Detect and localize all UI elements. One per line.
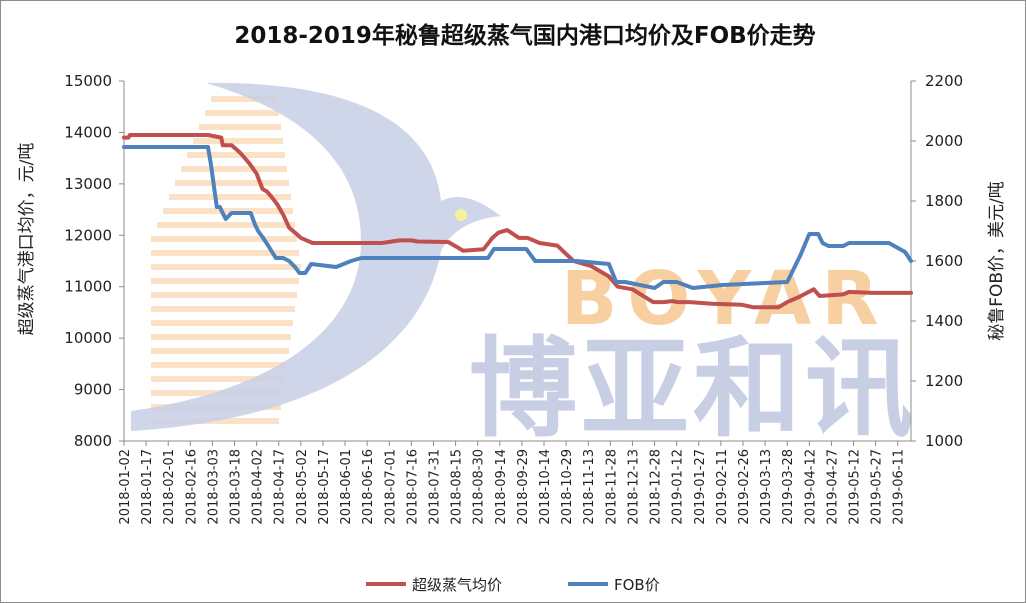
x-tick-label: 2018-07-31: [427, 449, 442, 525]
right-y-tick-label: 1200: [925, 372, 963, 390]
watermark-stripe: [151, 278, 299, 284]
x-tick-label: 2019-04-27: [825, 449, 840, 525]
watermark-stripe: [163, 208, 293, 214]
chart-title: 2018-2019年秘鲁超级蒸气国内港口均价及FOB价走势: [234, 22, 815, 49]
x-tick-label: 2018-10-29: [560, 449, 575, 525]
x-tick-label: 2019-06-11: [892, 449, 907, 525]
x-tick-label: 2018-08-30: [472, 449, 487, 525]
x-ticks: 2018-01-02 2018-01-17 2018-02-01 2018-02-16…: [118, 441, 907, 525]
watermark-stripe: [151, 376, 285, 382]
x-tick-label: 2018-05-17: [317, 449, 332, 525]
left-y-tick-label: 14000: [64, 123, 112, 141]
watermark-stripe: [193, 138, 283, 144]
x-tick-label: 2018-02-16: [184, 449, 199, 525]
x-tick-label: 2018-05-02: [295, 449, 310, 525]
x-tick-label: 2019-04-12: [803, 449, 818, 525]
left-y-tick-label: 11000: [64, 278, 112, 296]
left-y-tick-label: 13000: [64, 175, 112, 193]
x-tick-label: 2018-07-01: [383, 449, 398, 525]
x-tick-label: 2019-01-27: [693, 449, 708, 525]
right-y-tick-label: 1800: [925, 192, 963, 210]
x-tick-label: 2018-01-17: [140, 449, 155, 525]
watermark-stripe: [151, 236, 297, 242]
right-y-axis-label: 秘鲁FOB价，美元/吨: [987, 181, 1007, 341]
watermark-stripe: [181, 166, 287, 172]
left-y-tick-label: 10000: [64, 329, 112, 347]
watermark-stripe: [211, 96, 277, 102]
x-tick-label: 2018-09-14: [494, 449, 509, 525]
x-tick-label: 2018-11-28: [604, 449, 619, 525]
left-y-tick-label: 15000: [64, 72, 112, 90]
watermark-stripe: [151, 250, 299, 256]
left-y-tick-label: 12000: [64, 226, 112, 244]
x-tick-label: 2019-02-26: [737, 449, 752, 525]
watermark-stripe: [169, 194, 291, 200]
x-tick-label: 2019-02-11: [715, 449, 730, 525]
right-y-tick-label: 2000: [925, 132, 963, 150]
x-tick-label: 2018-12-13: [626, 449, 641, 525]
boyar-watermark: BOYAR 博亚和讯: [131, 82, 917, 452]
legend-label-fob-price: FOB价: [614, 576, 660, 594]
watermark-bird-shape: [131, 82, 501, 431]
legend: 超级蒸气均价 FOB价: [366, 576, 660, 594]
watermark-stripes: [151, 96, 301, 424]
x-tick-label: 2018-10-14: [538, 449, 553, 525]
series-line-steam-price: [122, 133, 913, 310]
watermark-cjk-text: 博亚和讯: [469, 327, 917, 452]
watermark-stripe: [157, 222, 295, 228]
x-tick-label: 2019-03-13: [759, 449, 774, 525]
left-y-ticks: 8000 9000 10000 11000 12000 13000 14000 15000: [64, 72, 124, 450]
x-tick-label: 2019-05-12: [848, 449, 863, 525]
x-tick-label: 2018-03-03: [206, 449, 221, 525]
watermark-stripe: [151, 348, 289, 354]
left-y-axis-label: 超级蒸气港口均价，元/吨: [17, 143, 37, 336]
right-y-tick-label: 1400: [925, 312, 963, 330]
left-y-tick-label: 8000: [74, 432, 112, 450]
x-tick-label: 2018-07-16: [405, 449, 420, 525]
x-tick-label: 2019-05-27: [870, 449, 885, 525]
x-tick-label: 2018-06-16: [361, 449, 376, 525]
right-y-tick-label: 2200: [925, 72, 963, 90]
legend-label-steam-price: 超级蒸气均价: [412, 576, 502, 594]
watermark-stripe: [151, 362, 287, 368]
x-tick-label: 2018-06-01: [339, 449, 354, 525]
series-line-fob-price: [122, 145, 913, 290]
x-tick-label: 2018-11-13: [582, 449, 597, 525]
watermark-stripe: [151, 292, 297, 298]
watermark-stripe: [151, 264, 301, 270]
x-tick-label: 2018-03-18: [229, 449, 244, 525]
x-tick-label: 2018-09-29: [516, 449, 531, 525]
watermark-stripe: [151, 306, 295, 312]
watermark-bird-eye: [455, 209, 467, 221]
watermark-stripe: [151, 320, 293, 326]
watermark-boyar-text: BOYAR: [561, 256, 888, 342]
left-y-tick-label: 9000: [74, 381, 112, 399]
right-y-tick-label: 1000: [925, 432, 963, 450]
x-tick-label: 2019-03-28: [781, 449, 796, 525]
x-tick-label: 2018-12-28: [649, 449, 664, 525]
watermark-stripe: [199, 124, 281, 130]
right-y-tick-label: 1600: [925, 252, 963, 270]
x-tick-label: 2018-04-17: [273, 449, 288, 525]
watermark-stripe: [175, 180, 289, 186]
x-tick-label: 2018-08-15: [450, 449, 465, 525]
right-y-ticks: 1000 1200 1400 1600 1800 2000 2200: [911, 72, 963, 450]
x-tick-label: 2018-01-02: [118, 449, 133, 525]
x-tick-label: 2019-01-12: [671, 449, 686, 525]
x-tick-label: 2018-04-02: [251, 449, 266, 525]
watermark-stripe: [205, 110, 279, 116]
x-tick-label: 2018-02-01: [162, 449, 177, 525]
series-layer: [122, 133, 913, 310]
watermark-stripe: [187, 152, 285, 158]
watermark-stripe: [151, 334, 291, 340]
